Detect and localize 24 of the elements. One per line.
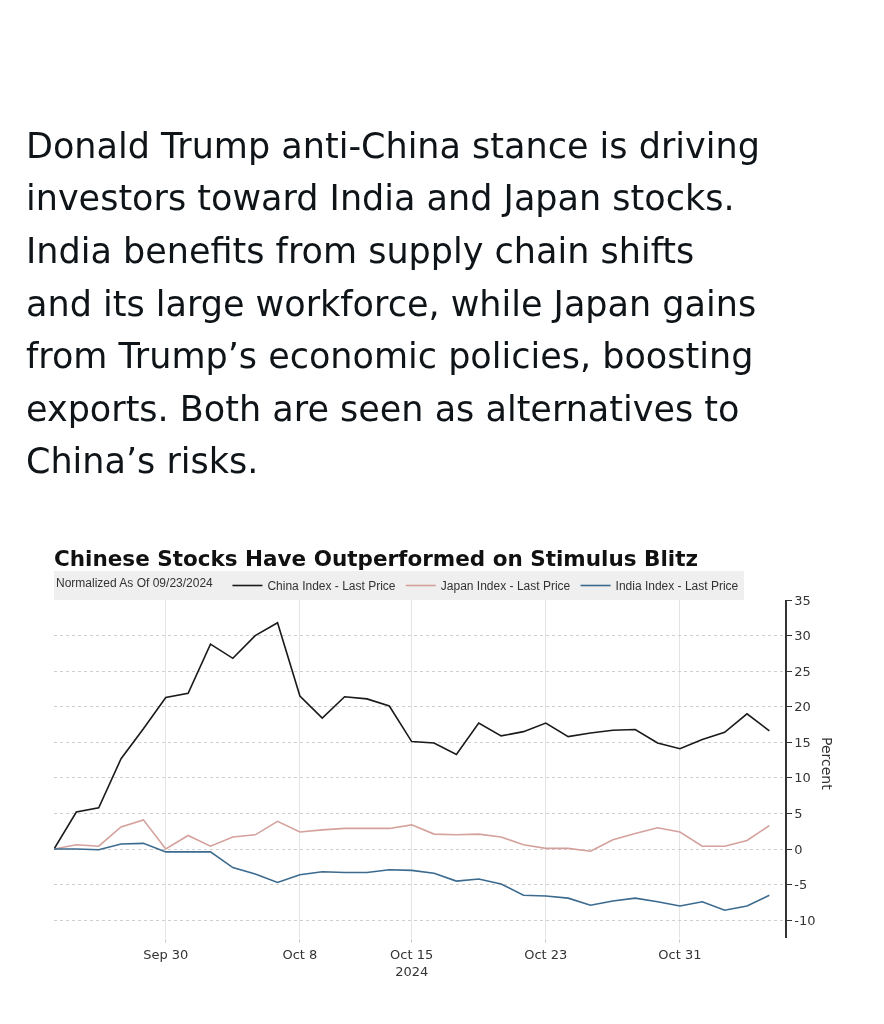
- line-series: [54, 842, 771, 912]
- y-tick-label: 15: [794, 734, 811, 750]
- y-tick-label: 5: [794, 806, 803, 822]
- x-tick-label: Oct 23: [524, 946, 568, 962]
- y-tick-label: -5: [794, 877, 808, 893]
- y-tick-label: 25: [794, 663, 811, 679]
- y-tick-label: 10: [794, 770, 811, 786]
- x-tick-label: Oct 31: [658, 946, 702, 962]
- legend-label: Japan Index - Last Price: [440, 579, 571, 594]
- x-tick-label: Sep 30: [143, 946, 189, 962]
- y-tick-label: 20: [794, 699, 811, 715]
- x-tick-label: Oct 15 2024: [390, 946, 434, 979]
- x-tick-label: Oct 8: [282, 946, 318, 962]
- y-tick-label: 0: [794, 841, 803, 857]
- y-tick-label: -10: [794, 912, 816, 928]
- line-series: [54, 621, 771, 850]
- legend-title: Normalized As Of 09/23/2024: [56, 575, 220, 590]
- chart-title: Chinese Stocks Have Outperformed on Stimulus Blitz: [54, 545, 698, 571]
- legend-label: China Index - Last Price: [267, 579, 396, 594]
- y-tick-label: 35: [794, 592, 811, 608]
- y-axis-title: Percent: [819, 737, 835, 791]
- y-tick-label: 30: [794, 628, 811, 644]
- text: Donald Trump anti-China stance is driving investors toward India and Japan stocks. India benefits from supply chain shifts and its large workforce, while Japan gains from Trump’s economic policies, boosting exports. Both are seen as alternatives to China’s risks.: [26, 126, 760, 481]
- legend-label: India Index - Last Price: [615, 579, 739, 594]
